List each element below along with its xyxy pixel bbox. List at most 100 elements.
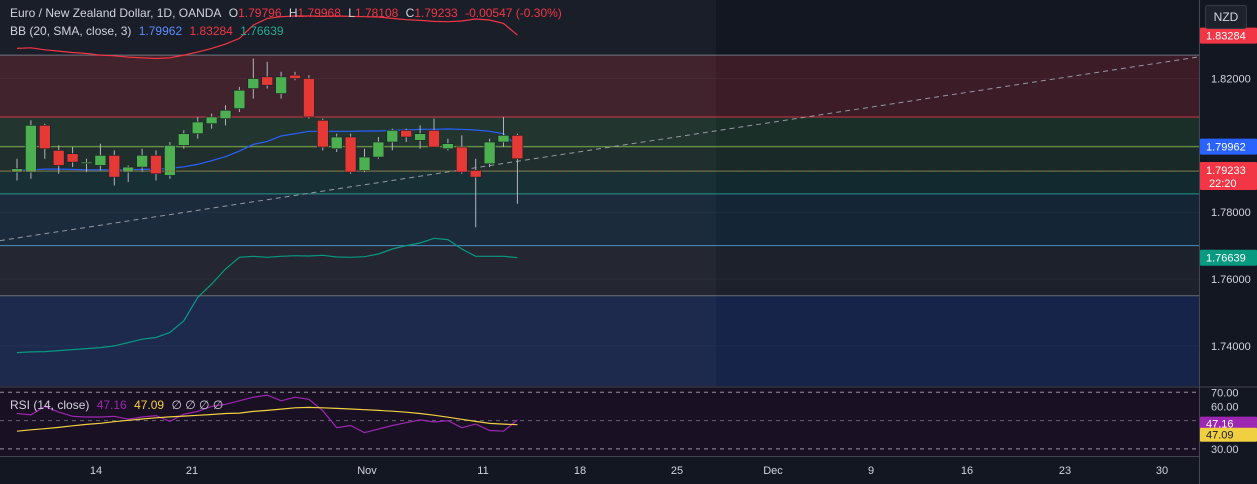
- candle-body: [400, 130, 413, 138]
- candle-body: [219, 109, 232, 119]
- rsi-value: 47.16: [96, 398, 127, 412]
- trendline[interactable]: [0, 56, 1200, 242]
- ohlc-change: -0.00547 (-0.30%): [465, 6, 562, 20]
- candle-body: [428, 130, 440, 148]
- candle: [178, 130, 190, 149]
- rsi-pane-bg: [0, 388, 1199, 456]
- candle: [66, 147, 79, 168]
- candle-body: [469, 170, 482, 178]
- bb-upper-badge-text: 1.83284: [1206, 31, 1246, 43]
- ohlc-low: L1.78108: [348, 6, 399, 20]
- bb-upper-badge: 1.83284: [1200, 27, 1257, 44]
- price-axis[interactable]: 1.820001.800001.780001.760001.7400070.00…: [1200, 27, 1257, 456]
- candle: [11, 158, 23, 181]
- rsi-value-badge-bg: [1200, 416, 1257, 431]
- time-tick-label: 14: [90, 465, 102, 477]
- time-tick-label: 16: [961, 465, 973, 477]
- candle: [511, 133, 524, 204]
- candle: [469, 158, 482, 228]
- rsi-tick-label: 60.00: [1211, 401, 1239, 413]
- candle-body: [497, 135, 510, 143]
- time-tick-label: 23: [1059, 465, 1071, 477]
- rsi-tick-label: 30.00: [1211, 444, 1239, 456]
- time-tick-label: 30: [1156, 465, 1168, 477]
- last-price-text: 1.79233: [1206, 165, 1246, 177]
- time-tick-label: 18: [574, 465, 586, 477]
- fib-zone: [0, 295, 1199, 386]
- time-tick-label: 21: [186, 465, 198, 477]
- candle-body: [483, 141, 496, 165]
- ohlc-open: O1.79796: [228, 6, 282, 20]
- candle-body: [330, 136, 343, 150]
- rsi-value-badge: 47.16: [1200, 416, 1257, 431]
- candle: [316, 118, 329, 151]
- ohlc-close: C1.79233: [405, 6, 458, 20]
- bb-lower-badge-text: 1.76639: [1206, 253, 1246, 265]
- candle: [414, 125, 426, 149]
- candle: [400, 128, 413, 143]
- time-tick-label: 11: [477, 465, 488, 477]
- candle: [386, 128, 399, 151]
- bb-basis-badge: 1.79962: [1200, 138, 1257, 155]
- rsi-pane: [0, 391, 1199, 450]
- candle-body: [191, 121, 204, 134]
- countdown-text: 22:20: [1209, 178, 1237, 190]
- bb-lower-badge: 1.76639: [1200, 249, 1257, 266]
- candle-body: [150, 155, 162, 175]
- candle-body: [316, 120, 329, 148]
- candle-body: [233, 89, 246, 109]
- candle: [289, 71, 301, 81]
- candle: [191, 116, 204, 139]
- symbol-title: Euro / New Zealand Dollar, 1D, OANDA: [10, 6, 222, 20]
- candle: [303, 75, 315, 119]
- rsi-ma-value: 47.09: [134, 398, 165, 412]
- bb-upper-line: [16, 15, 518, 60]
- fib-zone: [0, 193, 1199, 246]
- bb-basis-badge-text: 1.79962: [1206, 142, 1246, 154]
- bb-lower-value: 1.76639: [240, 24, 284, 38]
- candle: [344, 133, 357, 174]
- dashed-trendline: [0, 56, 1200, 242]
- candle: [52, 145, 65, 174]
- time-tick-label: Nov: [357, 465, 377, 477]
- candle: [136, 148, 148, 173]
- candle-body: [94, 155, 107, 166]
- fib-zone: [0, 171, 1199, 194]
- candle-body: [511, 135, 524, 160]
- fib-zone: [0, 146, 1199, 172]
- candle: [38, 123, 51, 159]
- fib-retracement[interactable]: [0, 0, 1199, 386]
- bb-upper-value: 1.83284: [189, 24, 233, 38]
- candle-body: [289, 74, 301, 79]
- last-price-badge-bg: [1200, 162, 1257, 191]
- candle-body: [178, 133, 190, 146]
- candle: [150, 150, 162, 181]
- price-tick-label: 1.78000: [1211, 207, 1251, 219]
- candle-body: [122, 166, 134, 173]
- currency-button[interactable]: NZD: [1205, 5, 1247, 29]
- candle: [372, 137, 385, 159]
- rsi-ma-badge: 47.09: [1200, 427, 1257, 442]
- candle-body: [303, 78, 315, 118]
- price-tick-label: 1.82000: [1211, 74, 1251, 86]
- candle-body: [344, 136, 357, 173]
- candle: [483, 138, 496, 168]
- candle: [233, 86, 246, 112]
- candle-body: [205, 116, 218, 124]
- time-axis[interactable]: 14 21 Nov 11 18 25 Dec 9 16 23 30: [90, 465, 1168, 477]
- rsi-legend: RSI (14, close) 47.16 47.09 ∅ ∅ ∅ ∅: [10, 398, 227, 412]
- bb-lower-badge-bg: [1200, 249, 1257, 266]
- candle-body: [442, 143, 454, 150]
- candle-body: [261, 76, 274, 86]
- candle: [94, 143, 107, 171]
- candle: [80, 158, 93, 173]
- candle: [442, 138, 454, 151]
- rsi-value-badge-text: 47.16: [1206, 419, 1234, 431]
- fib-zone: [0, 245, 1199, 296]
- rsi-ma-badge-bg: [1200, 427, 1257, 442]
- candles: [0, 58, 1199, 228]
- candle: [358, 148, 371, 173]
